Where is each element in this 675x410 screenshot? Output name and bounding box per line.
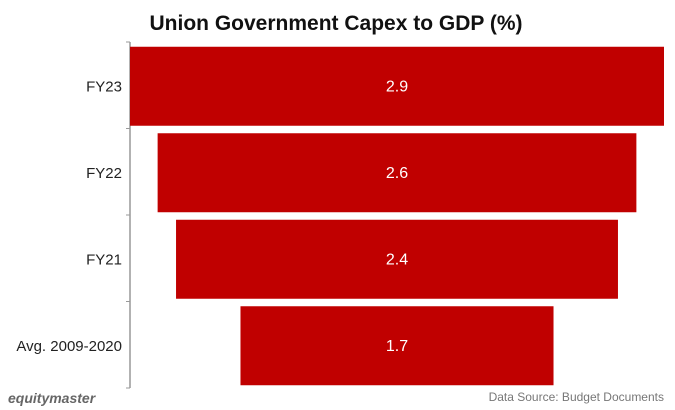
data-source: Data Source: Budget Documents — [489, 390, 664, 404]
bar — [176, 219, 618, 299]
category-tick-label: FY21 — [86, 251, 122, 268]
chart-title: Union Government Capex to GDP (%) — [150, 12, 523, 35]
bar — [157, 133, 637, 213]
bar — [240, 306, 554, 386]
category-tick-label: Avg. 2009-2020 — [16, 338, 122, 355]
data-label: 1.7 — [386, 338, 408, 355]
bars: 2.9 2.6 2.4 1.7 — [130, 46, 664, 386]
brand-logo: equitymaster — [8, 390, 97, 406]
data-label: 2.4 — [386, 251, 408, 268]
data-label: 2.9 — [386, 78, 408, 95]
y-axis: FY23 FY22 FY21 Avg. 2009-2020 — [16, 41, 131, 389]
bar — [130, 46, 664, 126]
data-label: 2.6 — [386, 165, 408, 182]
category-tick-label: FY23 — [86, 78, 122, 95]
category-tick-label: FY22 — [86, 165, 122, 182]
